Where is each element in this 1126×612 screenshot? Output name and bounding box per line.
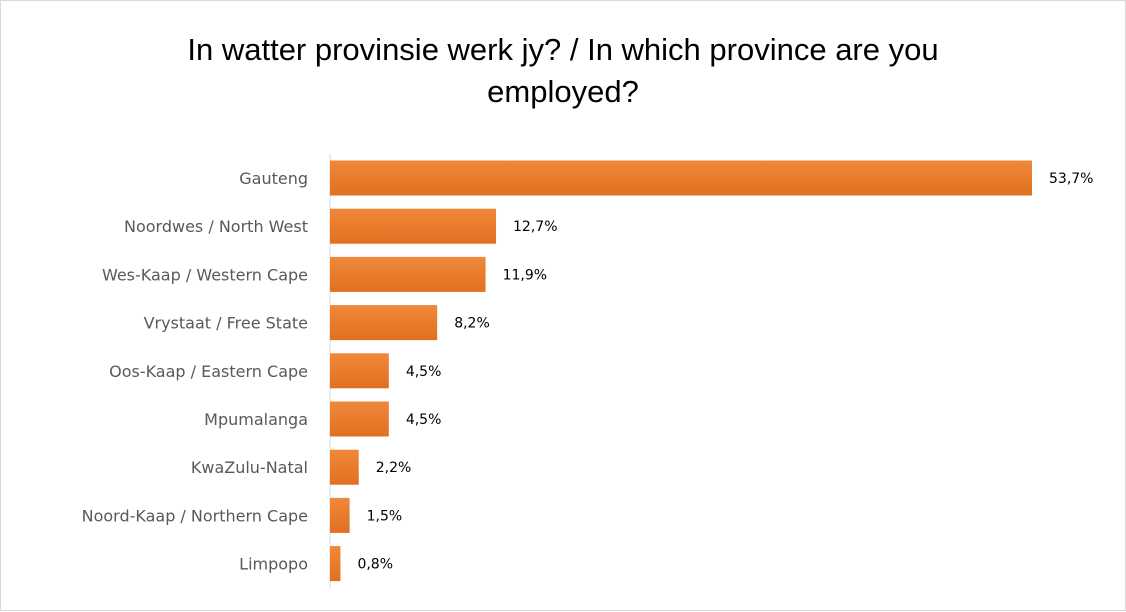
bar: [330, 256, 486, 292]
category-label: Noordwes / North West: [124, 217, 308, 236]
data-label: 12,7%: [513, 219, 557, 235]
bars-group: Gauteng 53,7% Noordwes / North West 12,7% We…: [82, 153, 1093, 588]
data-label: 11,9%: [503, 267, 547, 283]
data-label: 8,2%: [454, 316, 490, 332]
data-label: 1,5%: [367, 508, 403, 524]
bar: [330, 449, 359, 485]
category-label: Wes-Kaap / Western Cape: [102, 265, 308, 284]
bar: [330, 305, 438, 341]
category-label: Noord-Kaap / Northern Cape: [82, 506, 308, 525]
category-label: KwaZulu-Natal: [191, 458, 308, 477]
bar: [330, 208, 497, 244]
data-label: 2,2%: [376, 460, 412, 476]
category-label: Gauteng: [239, 169, 308, 188]
data-label: 4,5%: [406, 364, 442, 380]
data-label: 0,8%: [357, 557, 393, 573]
chart-title: In watter provinsie werk jy? / In which …: [187, 32, 939, 109]
category-label: Mpumalanga: [204, 410, 308, 429]
category-label: Vrystaat / Free State: [144, 314, 308, 333]
bar: [330, 353, 389, 389]
bar: [330, 160, 1032, 196]
bar: [330, 546, 341, 582]
category-label: Oos-Kaap / Eastern Cape: [109, 362, 308, 381]
bar: [330, 401, 389, 437]
data-label: 53,7%: [1049, 171, 1093, 187]
category-label: Limpopo: [239, 555, 308, 574]
bar: [330, 497, 350, 533]
data-label: 4,5%: [406, 412, 442, 428]
